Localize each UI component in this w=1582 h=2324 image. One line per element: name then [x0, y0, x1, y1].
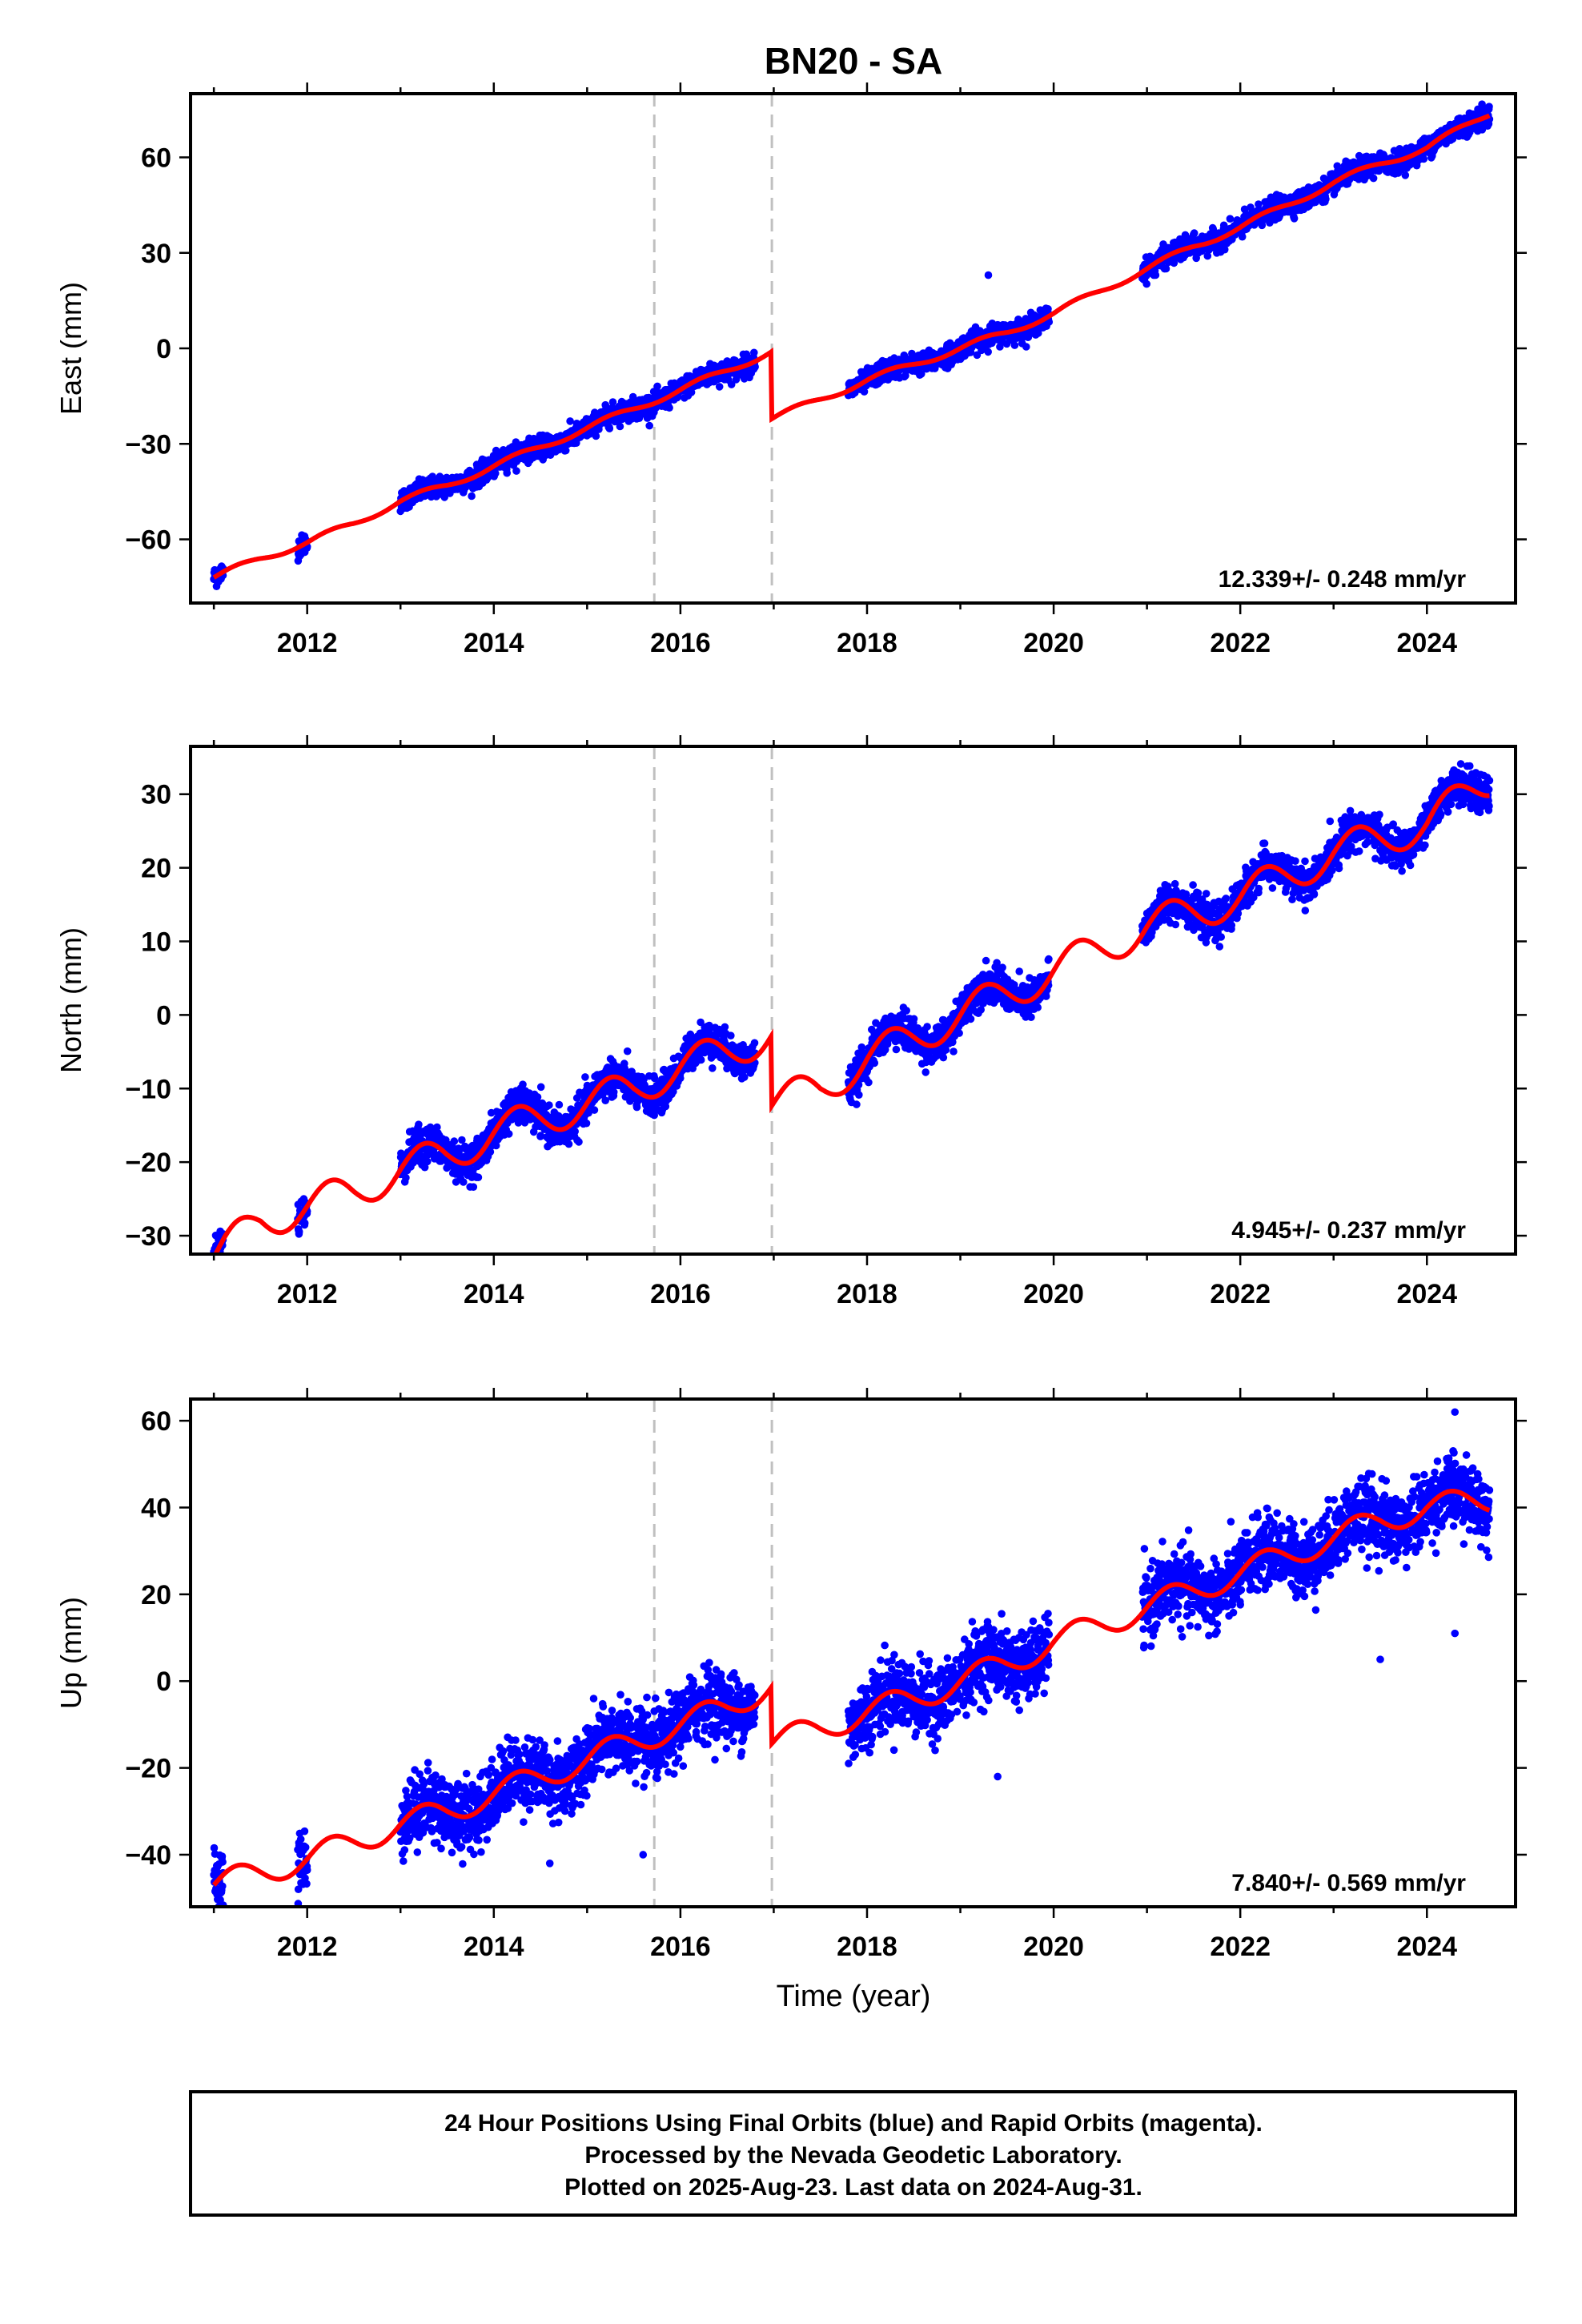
east-point: [616, 422, 624, 431]
east-point: [1401, 171, 1410, 179]
east-point: [1369, 174, 1378, 183]
east-point: [512, 467, 520, 475]
east-point: [1181, 231, 1190, 239]
east-point: [1151, 271, 1160, 279]
east-point: [503, 468, 511, 477]
east-point: [645, 421, 653, 430]
north-point: [709, 1064, 717, 1072]
east-x-tick-label: 2012: [277, 628, 338, 658]
east-point: [687, 388, 696, 396]
east-point: [1485, 103, 1493, 111]
east-point: [1190, 229, 1199, 237]
north-point: [450, 1137, 459, 1145]
north-point: [575, 1138, 583, 1146]
east-point: [1255, 200, 1263, 208]
east-y-tick-label: −30: [125, 429, 171, 460]
north-point: [623, 1047, 632, 1055]
east-x-tick-label: 2016: [650, 628, 711, 658]
east-point: [492, 469, 500, 477]
east-rate-label: 12.339+/- 0.248 mm/yr: [1219, 566, 1467, 593]
east-point: [1238, 232, 1247, 241]
north-point: [460, 1178, 468, 1186]
east-point: [1162, 264, 1170, 273]
east-outlier-point: [984, 271, 993, 279]
north-point: [609, 1088, 618, 1096]
east-point: [715, 383, 724, 391]
east-point: [665, 404, 673, 412]
north-point: [211, 1281, 219, 1289]
north-point: [469, 1183, 478, 1191]
east-x-tick-label: 2024: [1396, 628, 1457, 658]
east-point: [860, 388, 869, 396]
east-x-tick-label: 2018: [837, 628, 897, 658]
east-point: [605, 424, 614, 432]
north-point: [582, 1119, 591, 1128]
east-point: [566, 417, 574, 425]
north-point: [402, 1173, 410, 1182]
east-x-tick-label: 2022: [1210, 628, 1271, 658]
north-point: [295, 1228, 303, 1236]
east-point: [468, 492, 476, 501]
east-point: [1203, 251, 1212, 260]
east-point: [1022, 343, 1030, 351]
north-point: [300, 1219, 309, 1228]
north-point: [214, 1260, 222, 1268]
east-point: [653, 382, 661, 391]
east-y-axis-label: East (mm): [54, 282, 87, 415]
north-point: [571, 1128, 579, 1136]
north-point: [555, 1100, 564, 1109]
east-point: [984, 348, 992, 356]
east-point: [1220, 245, 1229, 254]
north-point: [581, 1073, 589, 1081]
north-point: [504, 1130, 513, 1138]
north-point: [424, 1157, 432, 1166]
east-point: [1024, 333, 1033, 341]
north-point: [214, 1261, 222, 1269]
east-x-tick-label: 2020: [1023, 628, 1084, 658]
north-point: [474, 1173, 483, 1181]
east-point: [1290, 215, 1299, 223]
east-frame: [189, 92, 1517, 605]
east-y-tick-label: 30: [141, 239, 171, 269]
east-point: [561, 446, 570, 455]
east-point: [750, 348, 758, 357]
north-panel: 2012 2014 2016 2018 2020 2022 2024−30−20−10010…: [54, 735, 1527, 1309]
east-point: [592, 432, 600, 440]
east-point: [1226, 215, 1235, 223]
east-point: [1142, 279, 1150, 288]
north-point: [697, 1055, 705, 1064]
north-data-points: [210, 760, 1494, 1289]
east-point: [1010, 341, 1019, 349]
chart-title: BN20 - SA: [765, 40, 942, 82]
east-point: [608, 398, 617, 406]
east-data-points: [210, 100, 1494, 590]
east-point: [727, 380, 736, 388]
east-y-tick-label: 0: [156, 334, 171, 364]
east-y-tick-label: −60: [125, 525, 171, 556]
north-point: [536, 1083, 545, 1092]
north-point: [564, 1140, 573, 1148]
north-point: [590, 1106, 599, 1114]
east-point: [917, 370, 926, 378]
east-x-tick-label: 2014: [464, 628, 524, 658]
east-panel: 2012 2014 2016 2018 2020 2022 2024 −60 −30 0 30 60 E…: [54, 82, 1527, 658]
north-point: [545, 1101, 553, 1109]
east-y-tick-label: 60: [141, 143, 171, 174]
east-point: [1322, 195, 1330, 203]
